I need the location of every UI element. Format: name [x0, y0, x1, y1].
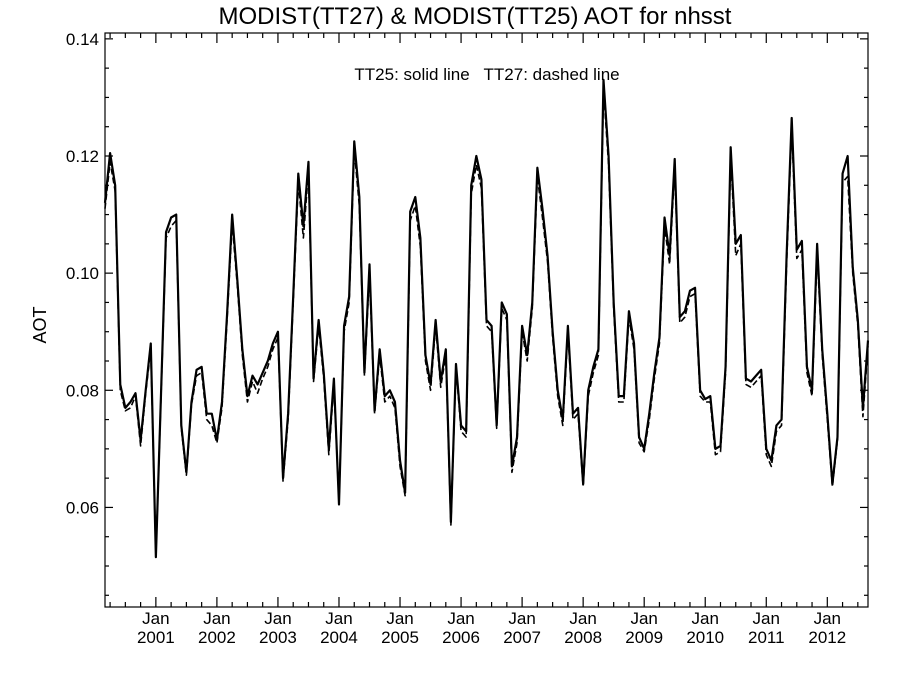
x-tick-label-year: 2009 — [625, 628, 663, 647]
x-tick-label-month: Jan — [447, 609, 474, 628]
x-tick-label-month: Jan — [325, 609, 352, 628]
x-tick-label-month: Jan — [753, 609, 780, 628]
x-tick-label-year: 2007 — [503, 628, 541, 647]
y-tick-label: 0.14 — [66, 30, 99, 49]
x-tick-label-month: Jan — [692, 609, 719, 628]
x-tick-label-year: 2008 — [564, 628, 602, 647]
x-tick-label-year: 2006 — [442, 628, 480, 647]
series-line-tt25 — [103, 78, 870, 559]
x-tick-label-year: 2003 — [259, 628, 297, 647]
x-tick-label-month: Jan — [203, 609, 230, 628]
x-tick-label-year: 2004 — [320, 628, 358, 647]
x-tick-label-year: 2001 — [137, 628, 175, 647]
x-tick-label-month: Jan — [569, 609, 596, 628]
series-layer — [103, 78, 870, 559]
x-tick-label-month: Jan — [386, 609, 413, 628]
x-tick-label-month: Jan — [264, 609, 291, 628]
y-axis: 0.06 0.08 0.10 0.12 0.14 — [66, 30, 868, 596]
line-style-annotation: TT25: solid line TT27: dashed line — [354, 65, 619, 84]
x-tick-label-month: Jan — [508, 609, 535, 628]
chart-title: MODIST(TT27) & MODIST(TT25) AOT for nhss… — [219, 3, 732, 30]
x-axis: Jan2001Jan2002Jan2003Jan2004Jan2005Jan20… — [109, 33, 859, 647]
y-axis-label: AOT — [30, 306, 50, 343]
x-tick-label-year: 2005 — [381, 628, 419, 647]
y-tick-label: 0.08 — [66, 381, 99, 400]
x-tick-label-month: Jan — [142, 609, 169, 628]
plot-frame — [104, 32, 869, 608]
x-tick-label-year: 2012 — [808, 628, 846, 647]
x-tick-label-month: Jan — [814, 609, 841, 628]
y-tick-label: 0.06 — [66, 498, 99, 517]
y-tick-label: 0.12 — [66, 147, 99, 166]
y-tick-label: 0.10 — [66, 264, 99, 283]
x-tick-label-year: 2011 — [748, 628, 785, 647]
x-tick-label-month: Jan — [630, 609, 657, 628]
x-tick-label-year: 2010 — [686, 628, 724, 647]
x-tick-label-year: 2002 — [198, 628, 236, 647]
